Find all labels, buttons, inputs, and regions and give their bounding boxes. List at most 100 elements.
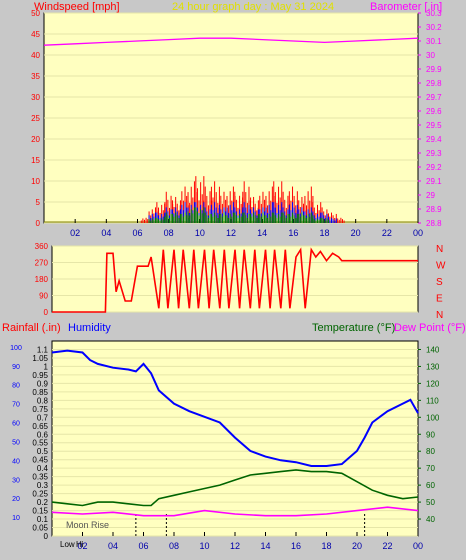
- rain-x-tick-label: 02: [77, 541, 87, 551]
- baro-tick-label: 29.4: [426, 135, 442, 144]
- axis-ticks: 0510152025303540455028.828.92929.129.229…: [10, 9, 446, 551]
- rain-tick-label: 0.15: [32, 507, 48, 516]
- direction-tick-label: 90: [39, 292, 48, 301]
- wind-tick-label: 15: [31, 156, 40, 165]
- baro-tick-label: 29.5: [426, 121, 442, 130]
- compass-label: W: [436, 261, 446, 272]
- temp-tick-label: 140: [426, 345, 440, 354]
- rain-x-tick-label: 00: [413, 541, 423, 551]
- rain-tick-label: 0.7: [37, 413, 49, 422]
- rain-tick-label: 0.65: [32, 422, 48, 431]
- rain-tick-label: 0.95: [32, 371, 48, 380]
- temp-tick-label: 130: [426, 362, 440, 371]
- humidity-tick-label: 90: [12, 364, 20, 371]
- wind-x-tick-label: 08: [164, 228, 174, 238]
- rain-tick-label: 0.3: [37, 481, 49, 490]
- rain-x-tick-label: 18: [321, 541, 331, 551]
- baro-tick-label: 28.8: [426, 219, 442, 228]
- barometer-axis-title: Barometer [.in]: [370, 1, 442, 13]
- rain-tick-label: 0.2: [37, 498, 49, 507]
- wind-x-tick-label: 10: [195, 228, 205, 238]
- wind-tick-label: 0: [36, 219, 41, 228]
- humidity-tick-label: 40: [12, 458, 20, 465]
- rain-x-tick-label: 12: [230, 541, 240, 551]
- rain-tick-label: 1.1: [37, 345, 49, 354]
- wind-x-tick-label: 02: [70, 228, 80, 238]
- wind-tick-label: 50: [31, 9, 40, 18]
- compass-label: E: [436, 294, 443, 305]
- rain-tick-label: 0.05: [32, 524, 48, 533]
- humidity-tick-label: 30: [12, 477, 20, 484]
- barometer-line: [43, 37, 419, 46]
- rain-tick-label: 0.9: [37, 379, 49, 388]
- rain-x-tick-label: 08: [169, 541, 179, 551]
- baro-tick-label: 29.7: [426, 93, 442, 102]
- rain-tick-label: 0.1: [37, 515, 49, 524]
- rain-x-tick-label: 04: [108, 541, 118, 551]
- rain-x-tick-label: 20: [352, 541, 362, 551]
- wind-tick-label: 40: [31, 51, 40, 60]
- baro-tick-label: 28.9: [426, 205, 442, 214]
- moon-rise-annotation: Moon Rise: [66, 520, 109, 530]
- direction-tick-label: 0: [44, 308, 49, 317]
- wind-tick-label: 5: [36, 198, 41, 207]
- wind-x-tick-label: 06: [132, 228, 142, 238]
- low-annotation: Low: [60, 540, 75, 549]
- direction-tick-label: 360: [35, 242, 49, 251]
- dewpoint-line: [51, 506, 419, 517]
- humidity-tick-label: 70: [12, 402, 20, 409]
- baro-tick-label: 29.8: [426, 79, 442, 88]
- temp-tick-label: 80: [426, 447, 435, 456]
- rain-tick-label: 0.6: [37, 430, 49, 439]
- temperature-axis-title: Temperature (°F): [312, 322, 395, 334]
- direction-tick-label: 270: [35, 259, 49, 268]
- humidity-tick-label: 100: [10, 345, 22, 352]
- temp-tick-label: 50: [426, 498, 435, 507]
- rain-x-tick-label: 06: [138, 541, 148, 551]
- temp-tick-label: 120: [426, 379, 440, 388]
- humidity-axis-title: Humidity: [68, 322, 111, 334]
- wind-x-tick-label: 14: [257, 228, 267, 238]
- humidity-tick-label: 80: [12, 383, 20, 390]
- temp-tick-label: 40: [426, 515, 435, 524]
- wind-tick-label: 35: [31, 72, 40, 81]
- rain-tick-label: 1.05: [32, 354, 48, 363]
- rain-tick-label: 0: [44, 532, 49, 541]
- temp-tick-label: 90: [426, 430, 435, 439]
- humidity-line: [51, 349, 419, 467]
- humidity-tick-label: 20: [12, 496, 20, 503]
- rain-tick-label: 0.45: [32, 456, 48, 465]
- wind-x-tick-label: 00: [413, 228, 423, 238]
- wind-x-tick-label: 12: [226, 228, 236, 238]
- rain-tick-label: 0.85: [32, 388, 48, 397]
- series-lines: [43, 37, 419, 517]
- baro-tick-label: 29: [426, 191, 435, 200]
- rain-tick-label: 0.4: [37, 464, 49, 473]
- wind-tick-label: 30: [31, 93, 40, 102]
- temp-tick-label: 60: [426, 481, 435, 490]
- baro-tick-label: 29.1: [426, 177, 442, 186]
- wind-x-tick-label: 04: [101, 228, 111, 238]
- rain-tick-label: 0.8: [37, 396, 49, 405]
- rain-x-tick-label: 22: [382, 541, 392, 551]
- compass-label: N: [436, 244, 443, 255]
- rain-tick-label: 0.35: [32, 473, 48, 482]
- graph-date-title: 24 hour graph day : May 31 2024: [172, 1, 334, 13]
- baro-tick-label: 30.1: [426, 37, 442, 46]
- humidity-tick-label: 10: [12, 515, 20, 522]
- wind-tick-label: 20: [31, 135, 40, 144]
- rain-tick-label: 0.25: [32, 490, 48, 499]
- humidity-tick-label: 60: [12, 421, 20, 428]
- compass-label: N: [436, 310, 443, 321]
- temp-tick-label: 70: [426, 464, 435, 473]
- rain-x-tick-label: 16: [291, 541, 301, 551]
- wind-tick-label: 10: [31, 177, 40, 186]
- wind-tick-label: 25: [31, 114, 40, 123]
- grid-lines: [44, 12, 418, 537]
- baro-tick-label: 29.2: [426, 163, 442, 172]
- baro-tick-label: 29.3: [426, 149, 442, 158]
- compass-label: S: [436, 277, 443, 288]
- rain-tick-label: 0.55: [32, 439, 48, 448]
